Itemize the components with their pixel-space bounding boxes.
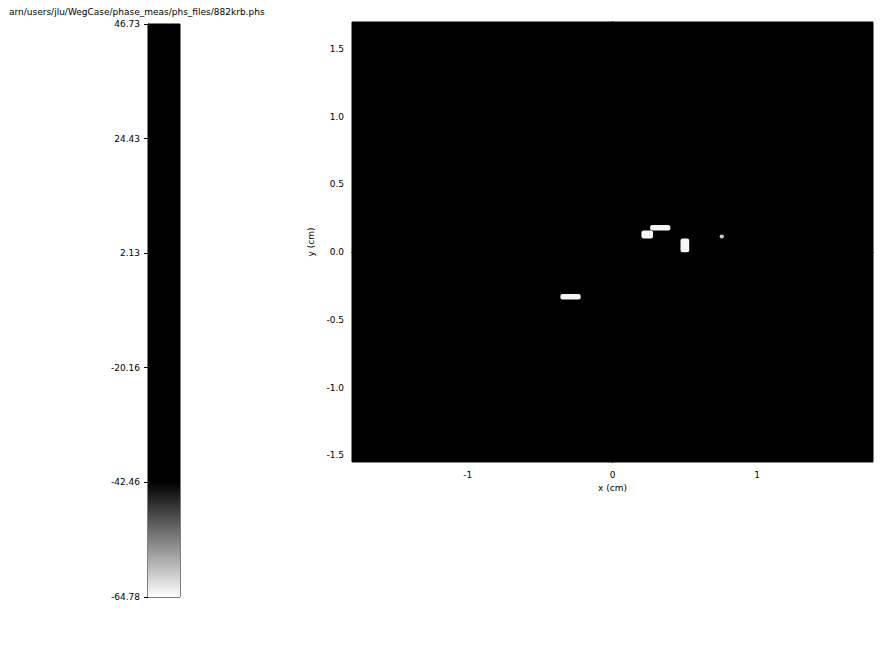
svg-text:0.5: 0.5: [330, 179, 344, 189]
svg-text:0.0: 0.0: [330, 247, 345, 257]
svg-text:24.43: 24.43: [114, 134, 140, 144]
svg-text:2.13: 2.13: [120, 248, 140, 258]
svg-text:-64.78: -64.78: [111, 592, 140, 602]
svg-text:0: 0: [610, 470, 616, 480]
svg-text:-1.0: -1.0: [326, 383, 344, 393]
svg-text:-1: -1: [463, 470, 472, 480]
svg-text:1.0: 1.0: [330, 112, 345, 122]
svg-text:-0.5: -0.5: [326, 315, 344, 325]
svg-text:46.73: 46.73: [114, 19, 140, 29]
svg-text:arn/users/jlu/WegCase/phase_me: arn/users/jlu/WegCase/phase_meas/phs_fil…: [9, 7, 265, 17]
svg-text:1: 1: [754, 470, 760, 480]
svg-text:y (cm): y (cm): [306, 228, 316, 257]
svg-text:-42.46: -42.46: [111, 477, 140, 487]
svg-text:x (cm): x (cm): [598, 483, 627, 493]
svg-text:1.5: 1.5: [330, 44, 344, 54]
svg-text:-1.5: -1.5: [326, 450, 344, 460]
svg-text:-20.16: -20.16: [111, 363, 140, 373]
